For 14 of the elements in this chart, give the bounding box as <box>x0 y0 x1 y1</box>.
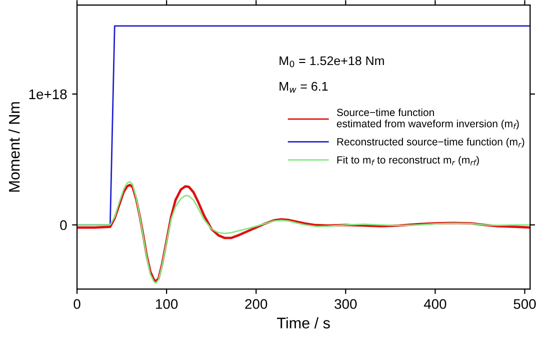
legend-label: Source−time function estimated from waveform inversion (m$_{f}$) <box>336 108 519 130</box>
annotation: M$_{0}$ = 1.52e+18 Nm <box>280 56 384 68</box>
x-tick-label: 200 <box>245 299 268 309</box>
x-tick-label: 300 <box>334 299 357 309</box>
y-tick-label: 1e+18 <box>29 89 67 100</box>
y-axis-title: Moment / Nm <box>8 102 20 192</box>
x-tick-label: 500 <box>514 299 536 309</box>
x-tick-label: 400 <box>424 299 446 309</box>
x-tick-label: 100 <box>156 299 178 309</box>
x-axis-title: Time / s <box>277 317 330 328</box>
legend-label: Reconstructed source−time function (m$_{r}$) <box>337 138 524 148</box>
x-tick-label: 0 <box>74 299 80 309</box>
annotation: M$_{w}$ = 6.1 <box>280 82 328 93</box>
legend-label: Fit to m$_{f}$ to reconstruct m$_{r}$ (m$_{rf}$) <box>337 156 479 166</box>
